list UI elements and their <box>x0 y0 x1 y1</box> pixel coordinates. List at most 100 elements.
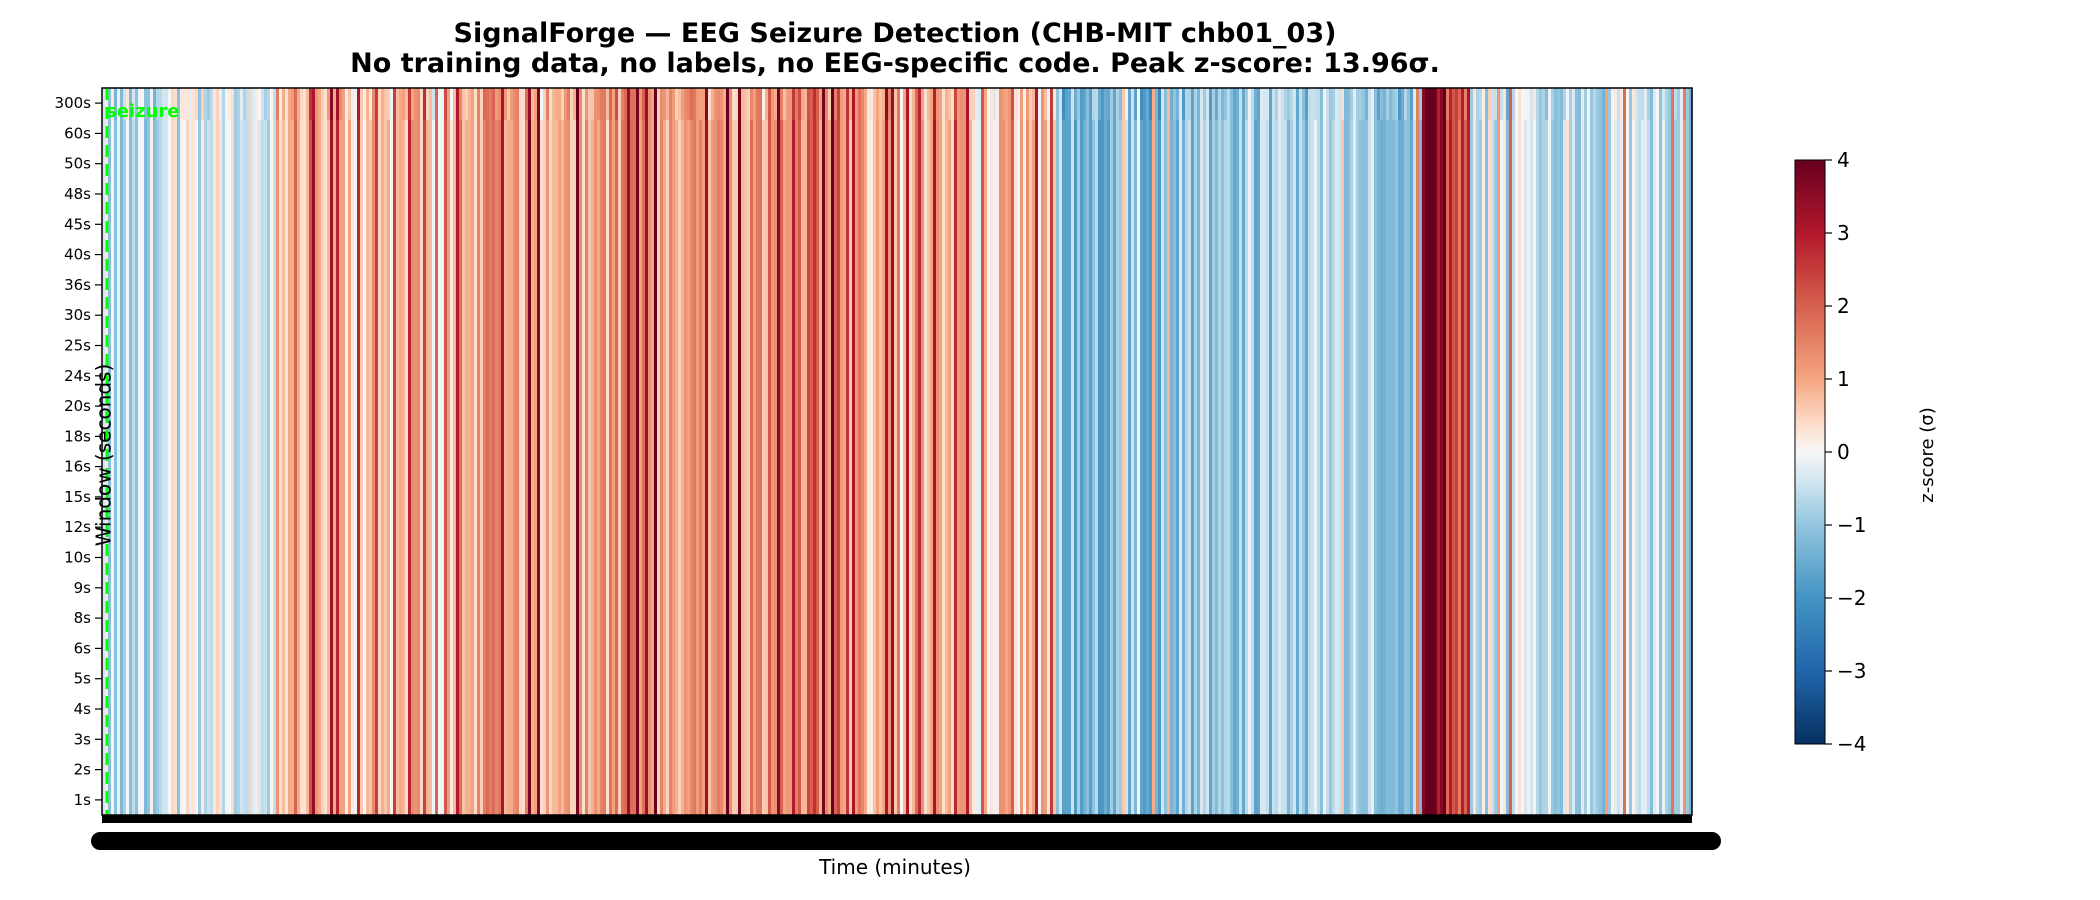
heatmap-column <box>102 88 106 815</box>
heatmap-cell <box>765 88 769 120</box>
heatmap-column <box>1119 88 1123 815</box>
heatmap-cell <box>1647 88 1651 120</box>
heatmap-cell <box>1506 88 1510 120</box>
heatmap-column <box>1092 88 1096 815</box>
heatmap-column <box>1224 88 1228 815</box>
heatmap-column <box>1056 88 1060 815</box>
heatmap-column <box>1314 88 1318 815</box>
heatmap-cell <box>1302 88 1306 120</box>
heatmap-column <box>819 88 823 815</box>
heatmap-cell <box>921 88 925 120</box>
heatmap-column <box>1590 88 1594 815</box>
heatmap-column <box>525 88 529 815</box>
y-tick-label: 25s <box>64 337 91 355</box>
heatmap-cell <box>1332 88 1336 120</box>
heatmap-column <box>120 88 124 815</box>
heatmap-cell <box>1167 88 1171 120</box>
heatmap-cell <box>1011 88 1015 120</box>
heatmap-column <box>567 88 571 815</box>
heatmap-cell <box>1467 88 1471 120</box>
heatmap-column <box>1335 88 1339 815</box>
heatmap-cell <box>1290 88 1294 120</box>
heatmap-column <box>222 88 226 815</box>
heatmap-cell <box>870 88 874 120</box>
y-tick-label: 9s <box>74 579 92 597</box>
heatmap-cell <box>1500 88 1504 120</box>
heatmap-column <box>1668 88 1672 815</box>
heatmap-column <box>1617 88 1621 815</box>
heatmap-cell <box>648 88 652 120</box>
heatmap-cell <box>309 88 313 120</box>
heatmap-column <box>1632 88 1636 815</box>
heatmap-column <box>1437 88 1441 815</box>
heatmap-cell <box>1656 88 1660 120</box>
heatmap-column <box>1137 88 1141 815</box>
heatmap-column <box>1320 88 1324 815</box>
heatmap-cell <box>507 88 511 120</box>
heatmap-column <box>768 88 772 815</box>
heatmap-column <box>1338 88 1342 815</box>
heatmap-cell <box>630 88 634 120</box>
heatmap-column <box>978 88 982 815</box>
heatmap-column <box>1209 88 1213 815</box>
heatmap-column <box>870 88 874 815</box>
heatmap-column <box>1050 88 1054 815</box>
heatmap-cell <box>687 88 691 120</box>
heatmap-cell <box>948 88 952 120</box>
heatmap-column <box>765 88 769 815</box>
heatmap-cell <box>201 88 205 120</box>
heatmap-column <box>1095 88 1099 815</box>
heatmap-column <box>1311 88 1315 815</box>
heatmap-column <box>1512 88 1516 815</box>
heatmap-column <box>1362 88 1366 815</box>
heatmap-column <box>993 88 997 815</box>
heatmap-column <box>852 88 856 815</box>
heatmap-cell <box>1488 88 1492 120</box>
heatmap-column <box>1038 88 1042 815</box>
heatmap-cell <box>993 88 997 120</box>
heatmap-column <box>1641 88 1645 815</box>
y-tick-label: 40s <box>64 246 91 264</box>
heatmap-cell <box>477 88 481 120</box>
heatmap-column <box>1101 88 1105 815</box>
heatmap-column <box>264 88 268 815</box>
heatmap-column <box>306 88 310 815</box>
heatmap-column <box>378 88 382 815</box>
heatmap-column <box>1014 88 1018 815</box>
heatmap-column <box>1191 88 1195 815</box>
heatmap-cell <box>720 88 724 120</box>
heatmap-cell <box>801 88 805 120</box>
heatmap-column <box>618 88 622 815</box>
heatmap-cell <box>567 88 571 120</box>
heatmap-cell <box>576 88 580 120</box>
y-tick-label: 6s <box>74 639 92 657</box>
y-tick-label: 50s <box>64 155 91 173</box>
heatmap-column <box>657 88 661 815</box>
heatmap-column <box>1062 88 1066 815</box>
heatmap-column <box>1515 88 1519 815</box>
heatmap-cell <box>819 88 823 120</box>
heatmap-column <box>1662 88 1666 815</box>
heatmap-column <box>1068 88 1072 815</box>
heatmap-cell <box>585 88 589 120</box>
heatmap-column <box>1080 88 1084 815</box>
heatmap-column <box>573 88 577 815</box>
heatmap-cell <box>663 88 667 120</box>
heatmap-cell <box>1563 88 1567 120</box>
heatmap-column <box>741 88 745 815</box>
heatmap-cell <box>1614 88 1618 120</box>
heatmap-cell <box>267 88 271 120</box>
heatmap-column <box>1557 88 1561 815</box>
heatmap-cell <box>927 88 931 120</box>
heatmap-column <box>1332 88 1336 815</box>
heatmap-column <box>372 88 376 815</box>
heatmap-column <box>1422 88 1426 815</box>
y-tick-label: 60s <box>64 124 91 142</box>
heatmap-column <box>750 88 754 815</box>
heatmap-column <box>1329 88 1333 815</box>
heatmap-cell <box>1002 88 1006 120</box>
heatmap-column <box>927 88 931 815</box>
heatmap-column <box>1140 88 1144 815</box>
heatmap-cell <box>1017 88 1021 120</box>
heatmap-column <box>435 88 439 815</box>
